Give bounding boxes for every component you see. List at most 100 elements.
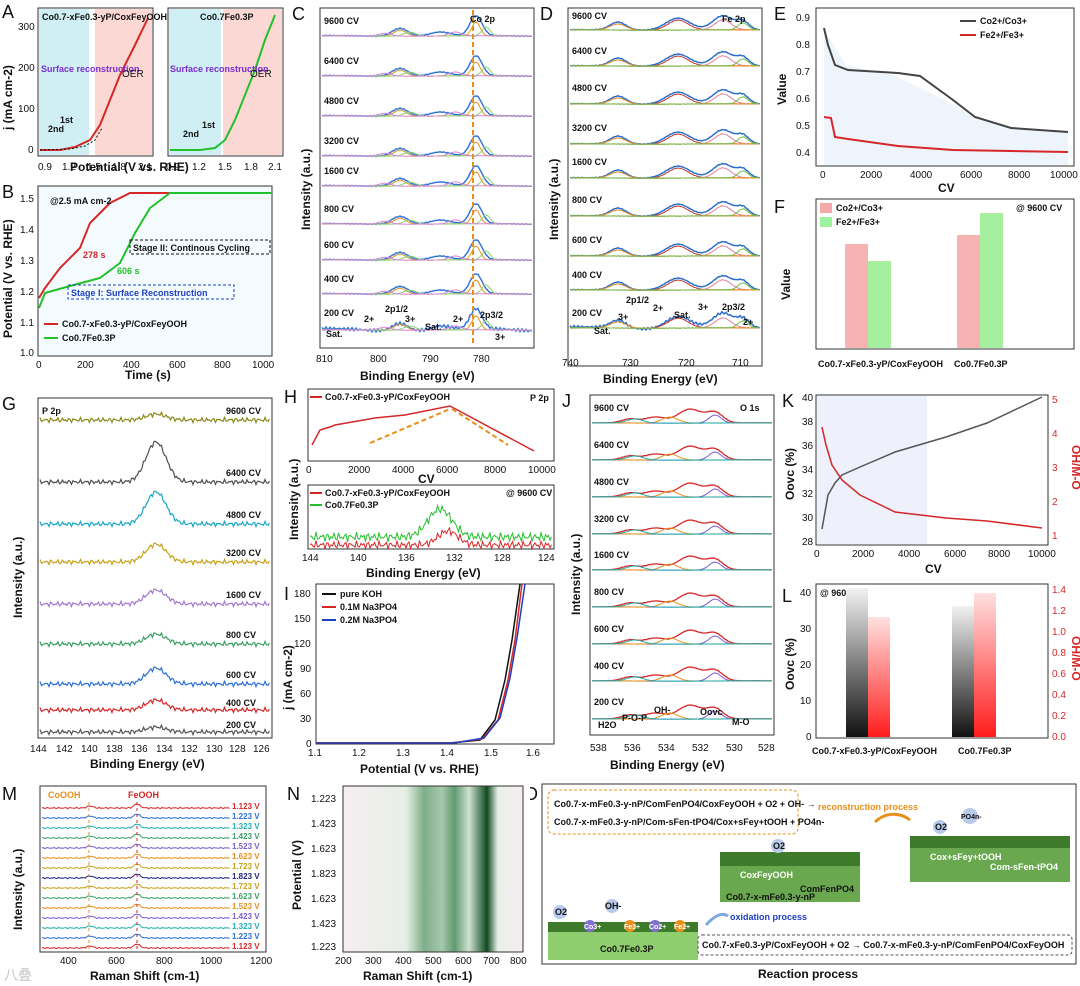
p2p-trace: [39, 697, 270, 715]
cycle-label: 200 CV: [324, 308, 354, 318]
species-label: Fe3+: [624, 924, 640, 931]
peak-label: 3+: [698, 302, 708, 312]
p2p-trace: [39, 542, 270, 567]
cycle-label: 9600 CV: [324, 16, 359, 26]
xtick: 532: [692, 743, 709, 754]
peak-label: 3+: [495, 332, 505, 342]
xtick: 740: [562, 358, 579, 369]
panel-letter-d: D: [540, 4, 553, 24]
panel-o-eq2: Co0.7-x-mFe0.3-y-nP/Com-sFen-tPO4/Cox+sF…: [554, 817, 824, 827]
raman-trace: [41, 833, 230, 840]
panel-h-title: P 2p: [530, 393, 549, 403]
ytick-right: 4: [1052, 429, 1058, 440]
ytick: 34: [802, 465, 814, 476]
cycle-label: 6400 CV: [324, 56, 359, 66]
fe-fit: [569, 248, 761, 257]
ytick-right: 0.2: [1052, 711, 1066, 722]
legend-item: 0.1M Na3PO4: [340, 602, 397, 612]
species-label: Fe2+: [674, 924, 690, 931]
ytick: 1.0: [20, 348, 34, 359]
panel-h-legend-b2: Co0.7Fe0.3P: [325, 500, 379, 510]
panel-letter-f: F: [774, 197, 785, 217]
panel-c-xlabel: Binding Energy (eV): [360, 369, 475, 383]
peak-label: 2+: [453, 314, 463, 324]
co-fit: [321, 71, 533, 77]
ytick: 1.423: [311, 919, 336, 930]
stage1-box: [67, 284, 235, 300]
xtick: 780: [473, 354, 490, 365]
panel-e-legend1: Co2+/Co3+: [980, 16, 1027, 26]
cycle-label: 4800 CV: [324, 96, 359, 106]
panel-letter-l: L: [782, 586, 792, 606]
cycle-label: 3200 CV: [226, 548, 261, 558]
ytick: 0: [28, 145, 34, 156]
voltage-label: 1.223 V: [232, 932, 260, 941]
xtick: 124: [538, 553, 555, 564]
oxid-arrow: [704, 912, 729, 927]
species-label: Co3+: [584, 924, 601, 931]
co-fit: [321, 151, 533, 157]
o1s-fit: [591, 455, 773, 461]
xtick: 400: [395, 956, 412, 967]
peak-label: 2+: [743, 317, 753, 327]
panel-letter-a: A: [2, 2, 14, 22]
ytick-right: 5: [1052, 395, 1058, 406]
xtick: 0: [36, 360, 42, 371]
fe-fit: [569, 320, 761, 329]
panel-k-ylabel-left: Oovc (%): [783, 448, 797, 500]
ytick: 0.5: [796, 121, 810, 132]
cycle-label: 800 CV: [572, 195, 602, 205]
xtick: 144: [30, 744, 47, 755]
fe-fit: [569, 22, 761, 31]
p2p-trace: [39, 666, 270, 689]
xtick: 6000: [960, 170, 983, 181]
panel-l-cat1: Co0.7-xFe0.3-yP/CoxFeyOOH: [812, 746, 937, 756]
legend-item: pure KOH: [340, 589, 382, 599]
panel-m: M CoOOH FeOOH 1.123 V1.223 V1.323 V1.423…: [2, 784, 273, 984]
oh-bubble: [605, 899, 619, 913]
panel-d-title: Fe 2p: [722, 14, 746, 24]
peak-label: Sat.: [326, 329, 343, 339]
panel-a: A Co0.7-xFe0.3-yP/CoxFeyOOH Surface reco…: [1, 2, 284, 173]
ytick-right: 1.4: [1052, 585, 1066, 596]
raman-trace: [41, 853, 230, 860]
panel-b-stage1: Stage I: Surface Reconstruction: [71, 288, 208, 298]
ytick: 0.8: [796, 40, 810, 51]
peak-label: H2O: [598, 720, 617, 730]
panel-m-voltage-list: 1.123 V1.223 V1.323 V1.423 V1.523 V1.623…: [232, 802, 260, 951]
fe-fit: [569, 96, 761, 105]
cycle-label: 6400 CV: [572, 46, 607, 56]
xtick: 1000: [200, 956, 223, 967]
panel-o-layer5: Cox+sFey+tOOH: [930, 852, 1002, 862]
panel-n: N 1.223 1.423 1.623 1.823 1.623 1.423 1.…: [287, 784, 527, 983]
cycle-label: 6400 CV: [226, 468, 261, 478]
peak-label: 2p3/2: [480, 310, 503, 320]
voltage-label: 1.423 V: [232, 912, 260, 921]
panel-letter-m: M: [2, 784, 17, 804]
legend-swatch-co: [820, 203, 832, 213]
panel-b-annot: @2.5 mA cm-2: [50, 196, 111, 206]
panel-f-cat2: Co0.7Fe0.3P: [954, 359, 1008, 369]
xtick: 1.5: [218, 162, 232, 173]
ytick: 0.7: [796, 67, 810, 78]
panel-o-eq3: Co0.7-xFe0.3-yP/CoxFeyOOH + O2 → Co0.7-x…: [702, 940, 1064, 950]
panel-m-xlabel: Raman Shift (cm-1): [90, 969, 199, 983]
peak-label: 2p1/2: [626, 295, 649, 305]
ytick: 38: [802, 417, 814, 428]
xtick: 4000: [898, 549, 921, 560]
panel-m-ylabel: Intensity (a.u.): [11, 849, 25, 930]
xtick: 1.1: [308, 748, 322, 759]
voltage-label: 1.123 V: [232, 942, 260, 951]
xtick: 1.5: [484, 748, 498, 759]
bar-ovc-cat2: [952, 606, 974, 737]
fe2-bubble: [674, 920, 686, 932]
panel-g-xlabel: Binding Energy (eV): [90, 757, 205, 771]
xtick: 720: [678, 358, 695, 369]
watermark: 八叠: [4, 968, 32, 984]
ytick: 1.3: [20, 256, 34, 267]
cycle-label: 4800 CV: [226, 510, 261, 520]
peak-label: OH-: [654, 705, 671, 715]
panel-g-traces: [39, 410, 270, 737]
co-fit: [321, 219, 533, 225]
xtick: 800: [510, 956, 527, 967]
